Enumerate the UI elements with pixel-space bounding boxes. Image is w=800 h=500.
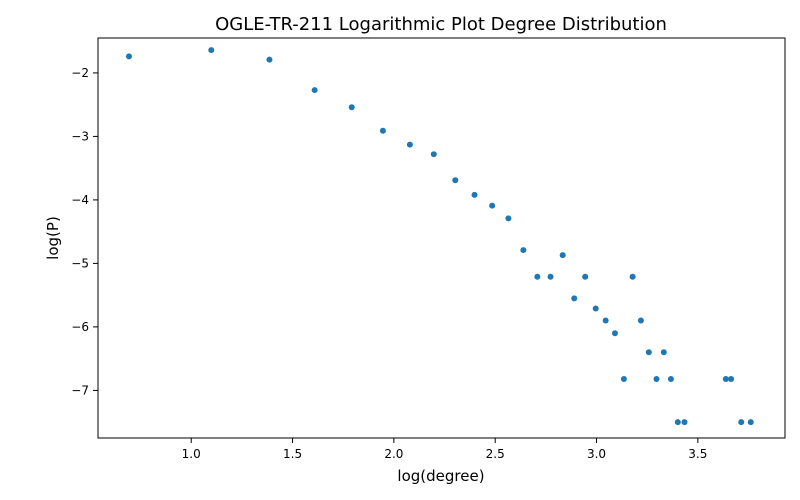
- x-tick-label: 3.0: [587, 447, 606, 461]
- y-tick-label: −7: [71, 383, 89, 397]
- scatter-point: [611, 330, 618, 337]
- scatter-point: [406, 141, 413, 148]
- scatter-point: [266, 56, 273, 63]
- x-tick-label: 2.5: [486, 447, 505, 461]
- scatter-point: [126, 53, 133, 60]
- y-axis-label: log(P): [44, 216, 62, 260]
- scatter-point: [738, 419, 745, 426]
- scatter-point: [674, 419, 681, 426]
- scatter-point: [311, 87, 318, 94]
- scatter-point: [620, 375, 627, 382]
- scatter-point: [667, 375, 674, 382]
- x-axis-label: log(degree): [397, 467, 484, 485]
- scatter-point: [534, 273, 541, 280]
- scatter-point: [747, 419, 754, 426]
- scatter-point: [645, 349, 652, 356]
- scatter-point: [489, 202, 496, 209]
- scatter-point: [602, 317, 609, 324]
- y-axis: −2 −3 −4 −5 −6 −7: [71, 66, 98, 397]
- scatter-point: [379, 127, 386, 134]
- scatter-point: [722, 375, 729, 382]
- scatter-point: [681, 419, 688, 426]
- x-tick-label: 3.5: [688, 447, 707, 461]
- y-tick-label: −4: [71, 193, 89, 207]
- scatter-point: [452, 177, 459, 184]
- scatter-point: [471, 191, 478, 198]
- x-tick-label: 2.0: [384, 447, 403, 461]
- scatter-point: [559, 252, 566, 259]
- scatter-point: [505, 215, 512, 222]
- scatter-point: [592, 305, 599, 312]
- x-tick-label: 1.0: [182, 447, 201, 461]
- y-tick-label: −2: [71, 66, 89, 80]
- scatter-point: [208, 47, 215, 54]
- plot-frame: [97, 37, 786, 439]
- x-tick-label: 1.5: [283, 447, 302, 461]
- scatter-point: [547, 273, 554, 280]
- scatter-point: [728, 375, 735, 382]
- x-axis: 1.0 1.5 2.0 2.5 3.0 3.5: [182, 438, 707, 461]
- scatter-point: [571, 295, 578, 302]
- y-tick-label: −6: [71, 320, 89, 334]
- scatter-point: [348, 104, 355, 111]
- scatter-point: [520, 247, 527, 254]
- y-tick-label: −3: [71, 129, 89, 143]
- y-tick-label: −5: [71, 256, 89, 270]
- scatter-point: [637, 317, 644, 324]
- scatter-point: [430, 151, 437, 158]
- scatter-point: [653, 375, 660, 382]
- scatter-point: [582, 273, 589, 280]
- scatter-point: [660, 349, 667, 356]
- scatter-point: [629, 273, 636, 280]
- chart-title: OGLE-TR-211 Logarithmic Plot Degree Dist…: [215, 14, 667, 35]
- data-points: [126, 47, 754, 426]
